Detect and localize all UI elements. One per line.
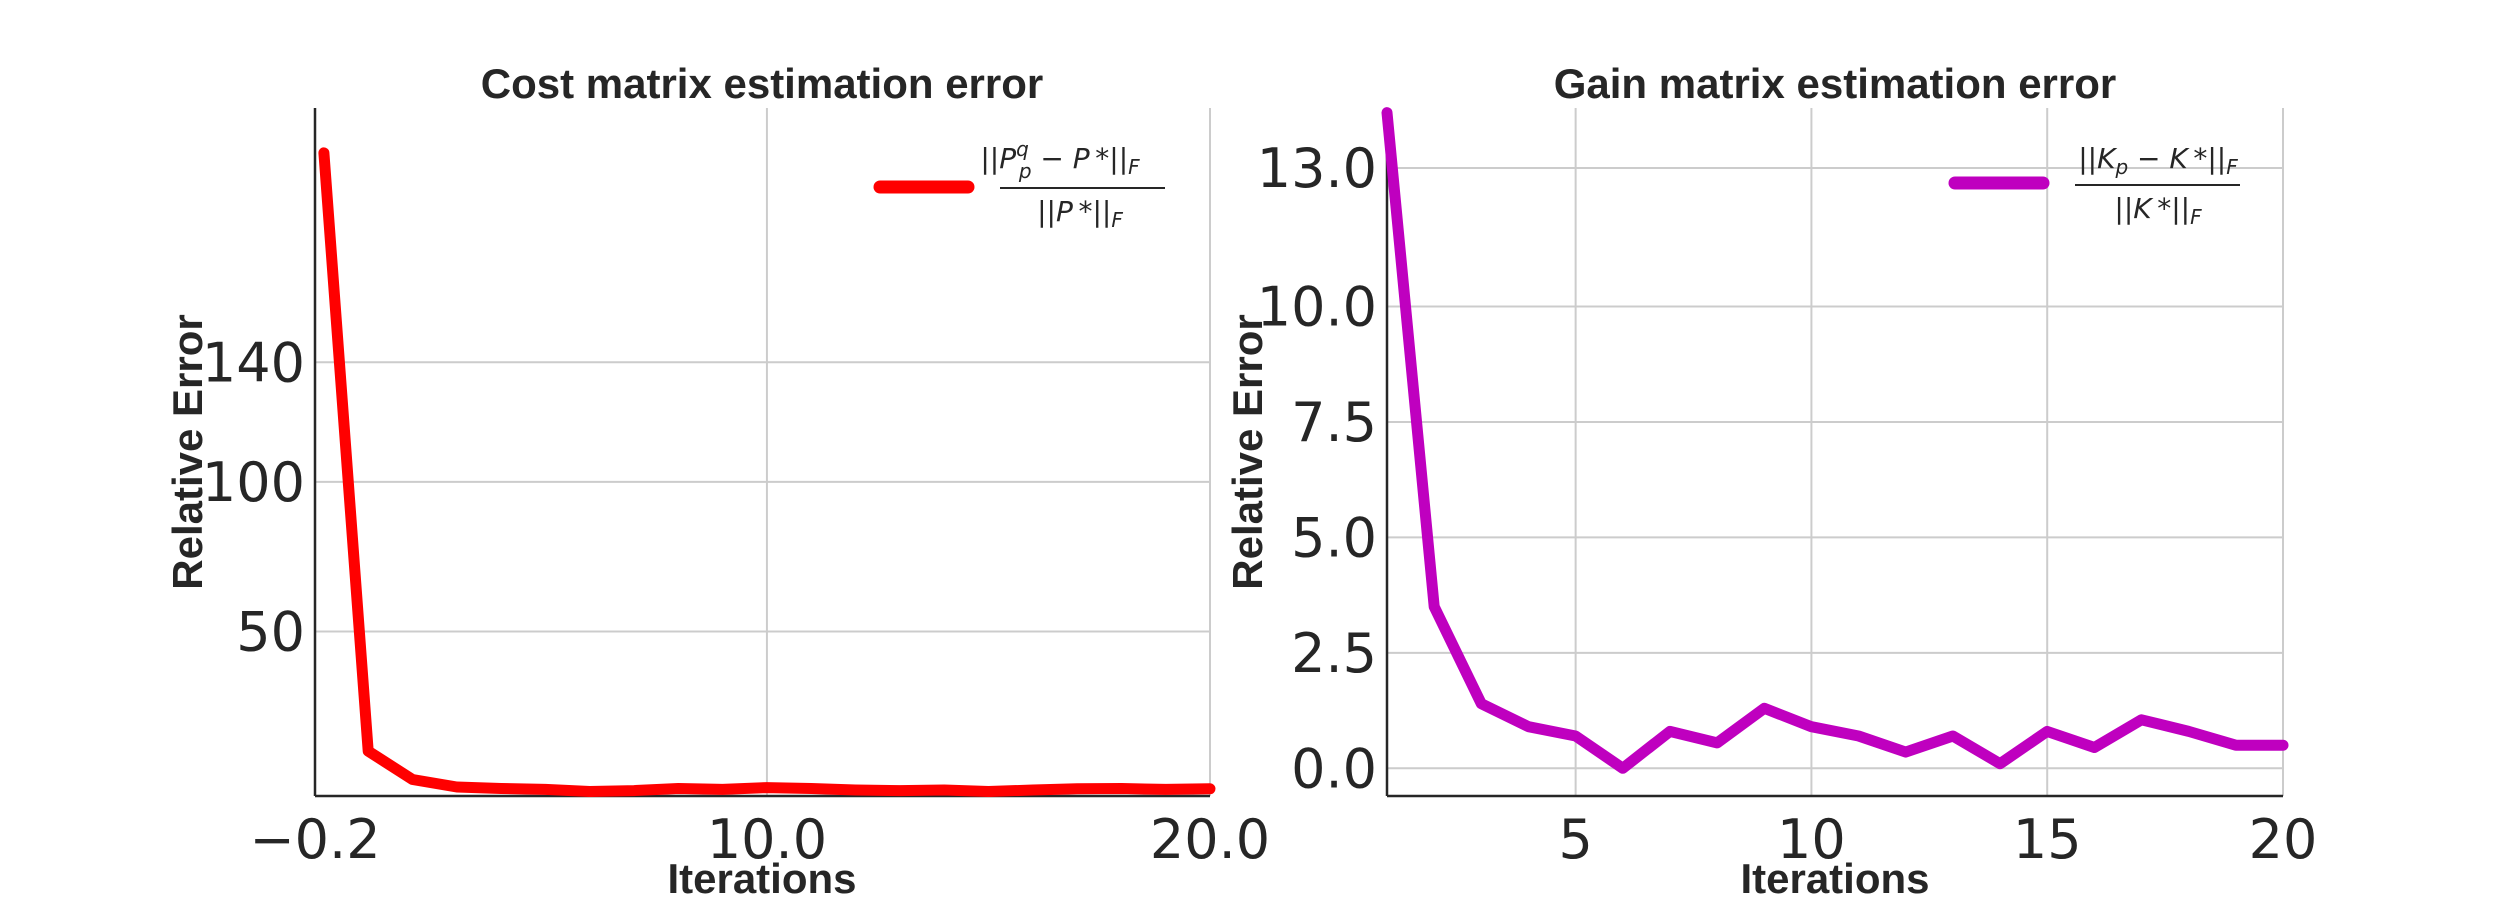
y-axis-label-right: Relative Error [1224, 314, 1271, 589]
y-axis-label-left: Relative Error [164, 314, 211, 589]
y-tick-label-right: 5.0 [1291, 506, 1377, 569]
y-tick-label-left: 50 [236, 600, 305, 663]
legend-denominator-right: ||K *||F [2114, 192, 2202, 229]
x-ticks-right: 5 10 15 20 [1558, 808, 2317, 871]
x-ticks-left: −0.2 10.0 20.0 [249, 808, 1270, 871]
series-line-right [1381, 107, 2289, 774]
y-tick-label-right: 7.5 [1291, 391, 1377, 454]
chart-title-left: Cost matrix estimation error [481, 60, 1044, 107]
chart-left: −0.2 10.0 20.0 50 100 140 Cost matrix estima… [164, 60, 1270, 900]
chart-right: 5 10 15 20 0.0 2.5 5.0 7.5 10.0 13.0 Gain matrix… [1224, 60, 2317, 900]
legend-right: ||Kp − K *||F ||K *||F [1948, 142, 2240, 229]
grid-right [1387, 108, 2284, 796]
y-tick-label-left: 140 [202, 331, 305, 394]
y-tick-label-right: 2.5 [1291, 622, 1377, 685]
series-line-left [318, 147, 1216, 797]
x-tick-label-right: 15 [2013, 808, 2082, 871]
y-tick-label-left: 100 [202, 451, 305, 514]
grid-left [314, 108, 1211, 796]
legend-numerator-right: ||Kp − K *||F [2078, 142, 2238, 179]
chart-title-right: Gain matrix estimation error [1554, 60, 2117, 107]
legend-left: ||Pq p − P *||F ||P *||F [873, 137, 1165, 232]
x-tick-label-right: 20 [2249, 808, 2318, 871]
y-ticks-left: 50 100 140 [202, 331, 305, 663]
y-ticks-right: 0.0 2.5 5.0 7.5 10.0 13.0 [1257, 137, 1377, 800]
x-axis-label-right: Iterations [1740, 855, 1929, 900]
legend-numerator-left: ||Pq p − P *||F [980, 137, 1140, 183]
x-tick-label-left: 10.0 [707, 808, 827, 871]
x-axis-label-left: Iterations [667, 855, 856, 900]
x-tick-label-right: 10 [1777, 808, 1846, 871]
series-left [318, 147, 1216, 797]
x-tick-label-left: 20.0 [1150, 808, 1270, 871]
y-tick-label-right: 10.0 [1257, 276, 1377, 339]
y-tick-label-right: 0.0 [1291, 737, 1377, 800]
series-right [1381, 107, 2289, 774]
x-tick-label-left: −0.2 [249, 808, 380, 871]
y-tick-label-right: 13.0 [1257, 137, 1377, 200]
x-tick-label-right: 5 [1558, 808, 1592, 871]
legend-denominator-left: ||P *||F [1037, 195, 1123, 232]
